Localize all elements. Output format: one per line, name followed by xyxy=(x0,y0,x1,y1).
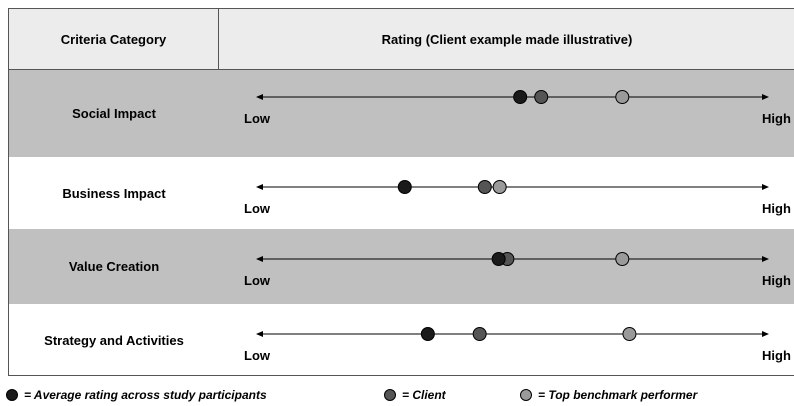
rating-scale xyxy=(256,327,769,341)
legend: = Average rating across study participan… xyxy=(0,386,794,406)
high-label: High xyxy=(762,111,791,126)
client-dot-icon xyxy=(384,389,396,401)
arrow-right-icon xyxy=(762,184,769,190)
top-performer-marker xyxy=(615,252,630,266)
table-header-row: Criteria Category Rating (Client example… xyxy=(9,9,794,70)
high-label: High xyxy=(762,273,791,288)
rating-scale xyxy=(256,90,769,104)
arrow-right-icon xyxy=(762,331,769,337)
low-label: Low xyxy=(244,273,270,288)
arrow-left-icon xyxy=(256,184,263,190)
criteria-rating-table: Criteria Category Rating (Client example… xyxy=(8,8,794,376)
arrow-left-icon xyxy=(256,94,263,100)
table-row: Business Impact Low High xyxy=(9,157,794,229)
low-label: Low xyxy=(244,111,270,126)
client-marker xyxy=(472,327,487,341)
high-label: High xyxy=(762,201,791,216)
rating-scale xyxy=(256,180,769,194)
table-row: Social Impact Low High xyxy=(9,70,794,157)
average-marker xyxy=(513,90,528,104)
criteria-label: Social Impact xyxy=(72,106,156,121)
table-row: Strategy and Activities Low High xyxy=(9,304,794,377)
top-performer-marker xyxy=(615,90,630,104)
arrow-left-icon xyxy=(256,256,263,262)
table-row: Value Creation Low High xyxy=(9,229,794,304)
low-label: Low xyxy=(244,348,270,363)
legend-top-label: = Top benchmark performer xyxy=(538,388,698,402)
legend-average: = Average rating across study participan… xyxy=(6,388,267,402)
legend-top: = Top benchmark performer xyxy=(520,388,697,402)
criteria-label: Value Creation xyxy=(68,259,160,274)
arrow-left-icon xyxy=(256,331,263,337)
criteria-label: Business Impact xyxy=(62,185,166,201)
average-dot-icon xyxy=(6,389,18,401)
top-performer-dot-icon xyxy=(520,389,532,401)
criteria-category-header: Criteria Category xyxy=(9,9,219,69)
average-marker xyxy=(420,327,435,341)
arrow-right-icon xyxy=(762,256,769,262)
client-marker xyxy=(477,180,492,194)
client-marker xyxy=(534,90,549,104)
top-performer-marker xyxy=(492,180,507,194)
average-marker xyxy=(491,252,506,266)
rating-scale xyxy=(256,252,769,266)
high-label: High xyxy=(762,348,791,363)
rating-header: Rating (Client example made illustrative… xyxy=(381,31,633,47)
arrow-right-icon xyxy=(762,94,769,100)
criteria-label: Strategy and Activities xyxy=(44,333,184,348)
legend-average-label: = Average rating across study participan… xyxy=(24,388,267,402)
average-marker xyxy=(397,180,412,194)
top-performer-marker xyxy=(622,327,637,341)
low-label: Low xyxy=(244,201,270,216)
legend-client-label: = Client xyxy=(402,388,446,402)
legend-client: = Client xyxy=(384,388,446,402)
